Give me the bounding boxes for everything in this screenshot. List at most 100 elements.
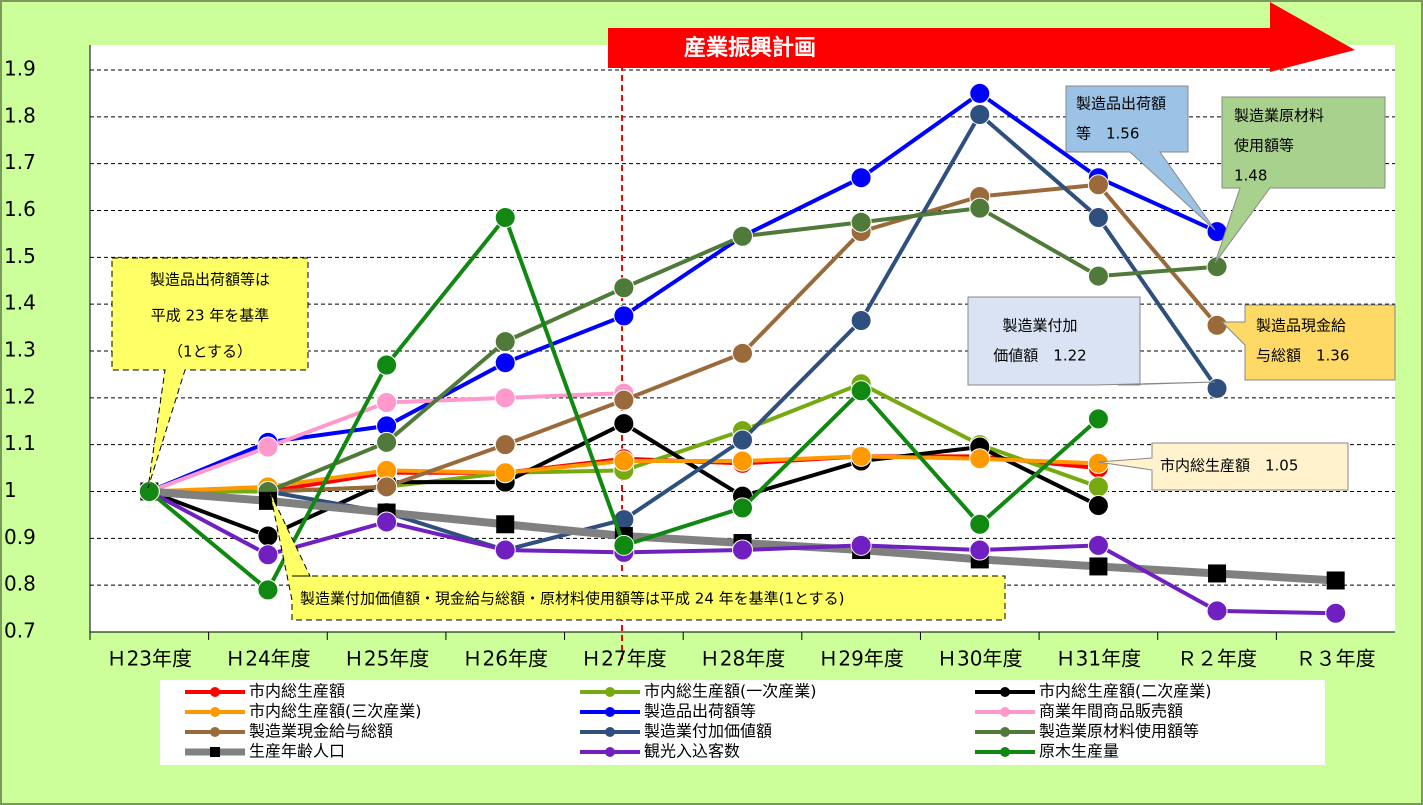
marker	[1087, 408, 1109, 430]
annotation: 製造品出荷額等は	[150, 271, 270, 289]
marker	[496, 515, 515, 534]
legend-label: 市内総生産額(一次産業)	[644, 682, 817, 701]
y-tick-label: 1.4	[4, 291, 36, 315]
callout-box	[967, 296, 1216, 386]
y-tick-label: 1.3	[4, 338, 36, 362]
legend-marker	[1000, 747, 1010, 757]
marker	[376, 511, 398, 533]
legend-marker	[1000, 707, 1010, 717]
legend-box	[160, 680, 1325, 765]
marker	[969, 448, 991, 470]
x-tick-label: Ｈ30年度	[937, 647, 1022, 671]
y-tick-label: 1	[4, 478, 17, 502]
marker	[1087, 174, 1109, 196]
y-tick-label: 1.7	[4, 150, 36, 174]
annotation: 1.48	[1234, 167, 1267, 185]
marker	[494, 434, 516, 456]
marker	[969, 513, 991, 535]
legend-label: 観光入込客数	[644, 742, 740, 761]
y-tick-label: 0.9	[4, 525, 36, 549]
x-tick-label: Ｈ31年度	[1056, 647, 1141, 671]
legend-marker	[1000, 727, 1010, 737]
annotation: 製造業原材料	[1234, 107, 1324, 125]
legend-marker	[210, 747, 220, 757]
marker	[1206, 314, 1228, 336]
marker	[1087, 207, 1109, 229]
marker	[1206, 600, 1228, 622]
marker	[613, 534, 635, 556]
x-tick-label: Ｒ２年度	[1177, 647, 1257, 671]
marker	[257, 436, 279, 458]
marker	[969, 539, 991, 561]
marker	[1087, 534, 1109, 556]
legend-marker	[210, 707, 220, 717]
marker	[1206, 377, 1228, 399]
series	[257, 197, 1228, 502]
legend-label: 市内総生産額(三次産業)	[249, 702, 422, 721]
marker	[494, 331, 516, 353]
marker	[1326, 571, 1345, 590]
marker	[850, 310, 872, 332]
legend-label: 製造業付加価値額	[644, 722, 772, 741]
marker	[969, 197, 991, 219]
marker	[850, 445, 872, 467]
marker	[613, 389, 635, 411]
marker	[257, 579, 279, 601]
marker	[732, 342, 753, 364]
y-tick-label: 1.2	[4, 384, 36, 408]
marker	[494, 352, 516, 374]
legend: 市内総生産額 市内総生産額(一次産業) 市内総生産額(二次産業) 市内総生産額(三次産…	[185, 682, 1212, 761]
x-tick-label: Ｈ25年度	[344, 647, 429, 671]
marker	[257, 525, 279, 547]
y-tick-label: 1.5	[4, 244, 36, 268]
marker	[494, 539, 516, 561]
series	[138, 445, 1109, 502]
annotation: 製造品現金給	[1256, 317, 1346, 335]
annotation: 価値額 1.22	[993, 347, 1086, 365]
marker	[613, 413, 635, 435]
y-tick-label: 1.8	[4, 103, 36, 127]
legend-label: 製造業原材料使用額等	[1039, 722, 1199, 741]
marker	[732, 429, 753, 451]
y-tick-label: 1.6	[4, 197, 36, 221]
marker	[613, 277, 635, 299]
marker	[1089, 557, 1108, 576]
legend-marker	[605, 707, 615, 717]
callout-box	[1097, 442, 1349, 491]
callout-box	[111, 257, 309, 489]
marker	[969, 103, 991, 125]
marker	[376, 476, 398, 498]
marker	[732, 539, 753, 561]
annotation: 製造業付加	[1002, 317, 1077, 335]
marker	[1208, 564, 1227, 583]
series	[138, 207, 1109, 601]
marker	[732, 225, 753, 247]
marker	[613, 305, 635, 327]
callout-box	[1214, 96, 1386, 264]
annotation: 与総額 1.36	[1256, 347, 1349, 365]
annotation: 使用額等	[1234, 137, 1294, 155]
series-group	[138, 82, 1347, 624]
legend-label: 製造品出荷額等	[644, 702, 756, 721]
annotation: 等 1.56	[1076, 125, 1139, 143]
annotation: 平成 23 年を基準	[151, 307, 270, 325]
x-tick-label: Ｈ29年度	[818, 647, 903, 671]
marker	[494, 387, 516, 409]
marker	[732, 497, 753, 519]
marker	[613, 450, 635, 472]
x-tick-label: Ｈ24年度	[225, 647, 310, 671]
x-tick-label: Ｈ28年度	[700, 647, 785, 671]
legend-label: 市内総生産額	[249, 682, 345, 701]
legend-marker	[605, 727, 615, 737]
legend-label: 製造業現金給与総額	[249, 722, 393, 741]
callout-box	[269, 491, 1006, 621]
marker	[850, 167, 872, 189]
legend-marker	[605, 687, 615, 697]
x-tick-label: Ｒ３年度	[1296, 647, 1376, 671]
marker	[1087, 495, 1109, 517]
marker	[494, 207, 516, 229]
banner-arrow	[608, 2, 1355, 72]
legend-label: 市内総生産額(二次産業)	[1039, 682, 1212, 701]
